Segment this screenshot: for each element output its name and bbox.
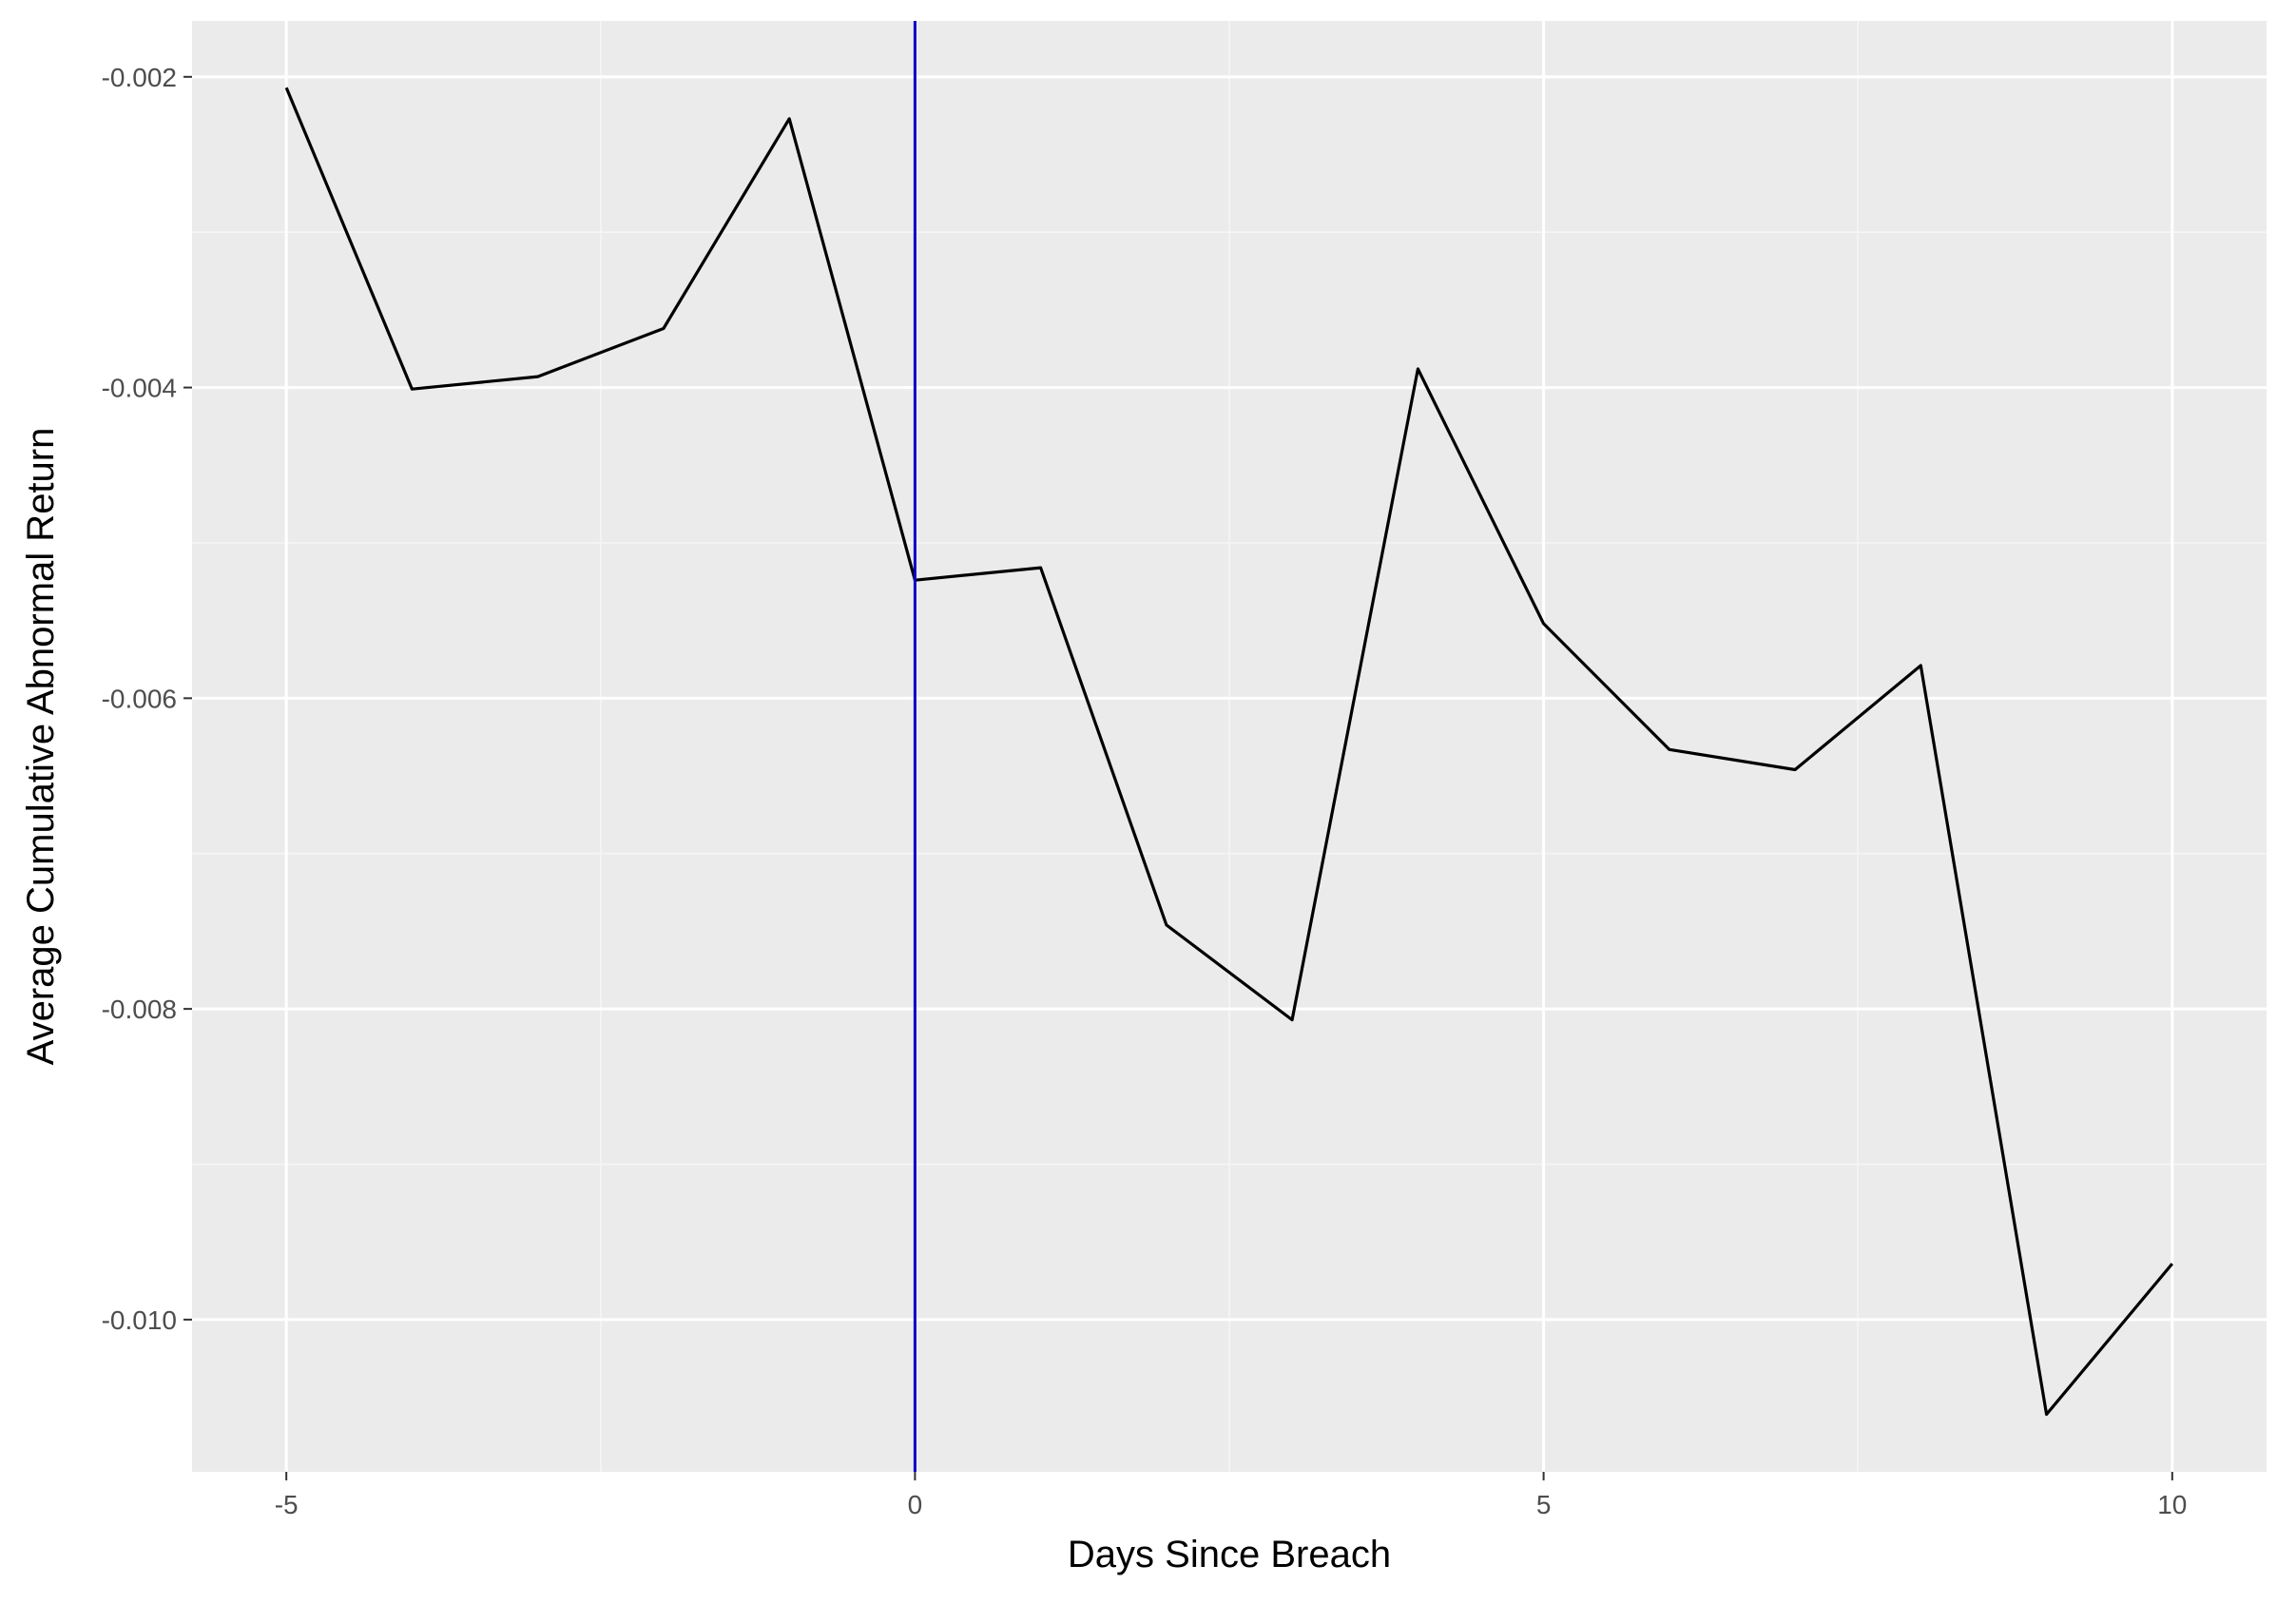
x-tick-label: -5 (275, 1490, 299, 1519)
x-tick-label: 5 (1536, 1490, 1552, 1519)
minor-gridlines (192, 21, 2267, 1472)
x-tick-label: 10 (2157, 1490, 2187, 1519)
y-axis-title: Average Cumulative Abnormal Return (20, 428, 62, 1066)
y-tick-label: -0.002 (102, 63, 177, 92)
x-axis-title: Days Since Breach (1068, 1534, 1391, 1575)
x-tick-label: 0 (908, 1490, 923, 1519)
y-tick-label: -0.006 (102, 684, 177, 713)
series-line (284, 87, 2174, 1417)
y-tick-label: -0.008 (102, 995, 177, 1024)
y-tick-label: -0.004 (102, 374, 177, 403)
y-tick-label: -0.010 (102, 1305, 177, 1335)
y-axis-ticks: -0.002 -0.004 -0.006 -0.008 -0.010 (102, 63, 192, 1335)
x-axis-ticks: -5 0 5 10 (275, 1472, 2187, 1519)
